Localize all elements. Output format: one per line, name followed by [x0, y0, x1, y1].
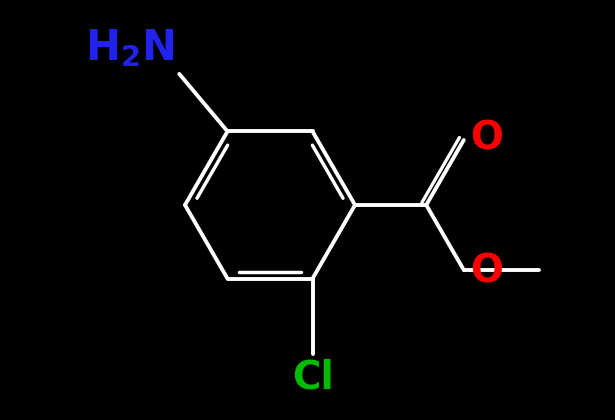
Text: O: O	[470, 253, 502, 291]
Text: Cl: Cl	[292, 359, 333, 396]
Text: $\mathbf{H_2N}$: $\mathbf{H_2N}$	[85, 27, 174, 69]
Text: O: O	[470, 119, 502, 157]
